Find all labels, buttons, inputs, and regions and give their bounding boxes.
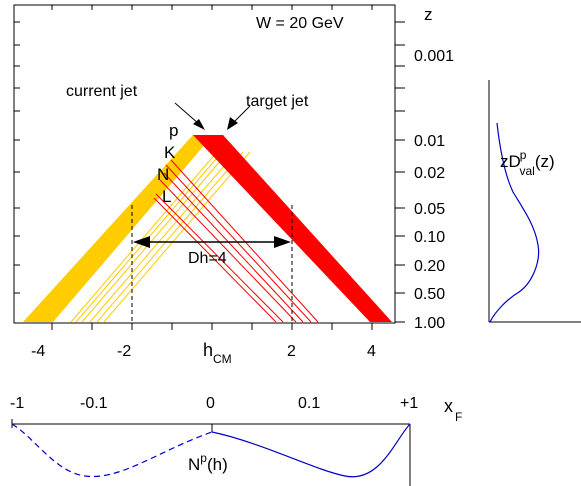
multiplicity-label: Np(h) [188,451,228,474]
z-tick-label: 1.00 [414,315,445,332]
bottom-plot: -1 -0.1 0 0.1 +1 xF Np(h) [10,395,462,486]
z-tick-label: 0.02 [414,165,445,182]
z-tick-label: 0.20 [414,258,445,275]
rapidity-gap-arrow [133,236,291,248]
current-jet-label: current jet [66,83,138,100]
fragmentation-function-label: zDp val(z) [500,148,555,178]
xf-tick-label: 0.1 [298,395,320,412]
multiplicity-curve-solid [211,423,411,478]
z-tick-label: 0.05 [414,201,445,218]
current-jet-pointer [174,102,205,130]
particle-label-n: N [157,165,169,184]
particle-label-k: K [164,143,176,162]
z-axis-title: z [424,5,433,24]
z-axis-ticks [14,21,405,323]
particle-label-l: L [162,187,171,206]
multiplicity-curve-dashed [11,423,213,478]
target-jet-pointer [227,105,251,130]
target-jet-label: target jet [246,93,309,110]
z-tick-label: 0.001 [414,48,454,65]
side-plot: zDp val(z) [488,80,581,323]
xf-tick-label: -1 [10,395,24,412]
xf-tick-label: +1 [400,395,418,412]
eta-tick-label: 2 [287,343,296,360]
eta-axis-ticks [51,5,373,330]
eta-tick-label: -4 [31,343,45,360]
xf-tick-label: -0.1 [80,395,108,412]
current-jet-band [23,135,213,322]
xf-tick-label: 0 [206,395,215,412]
z-tick-label: 0.01 [414,133,445,150]
z-tick-label: 0.50 [414,286,445,303]
particle-label-p: p [169,121,178,140]
z-tick-label: 0.10 [414,229,445,246]
energy-label: W = 20 GeV [256,15,344,32]
eta-tick-label: -2 [117,343,131,360]
rapidity-gap-label: Dh=4 [188,250,227,267]
xf-axis-title: xF [444,396,462,424]
eta-axis-title: hCM [203,340,232,366]
main-plot-frame [13,4,396,324]
target-jet-stripes [153,159,319,323]
fragmentation-function-curve [489,122,540,323]
main-plot: W = 20 GeV current jet target jet p K N … [13,4,454,366]
eta-tick-label: 4 [367,343,376,360]
